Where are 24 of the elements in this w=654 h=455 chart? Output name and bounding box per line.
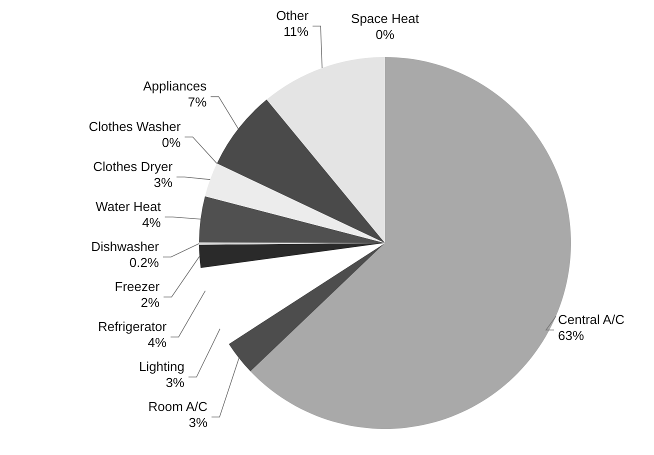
data-label: 7%	[188, 94, 208, 110]
slice-label: Refrigerator	[98, 319, 168, 334]
category-label: Clothes Washer	[88, 119, 181, 134]
data-label: 4%	[142, 215, 162, 230]
slice-label: Lighting	[138, 359, 185, 374]
slice-label: Appliances	[143, 78, 208, 94]
data-label: 3%	[188, 415, 208, 430]
category-label: Space Heat	[351, 11, 419, 26]
slice-label: Freezer	[114, 279, 160, 294]
data-label: 63%	[558, 328, 584, 343]
data-label: 3%	[166, 375, 185, 390]
data-label: 11%	[284, 24, 310, 40]
data-label: 0.2%	[129, 255, 160, 270]
slice-label: Water Heat	[96, 199, 162, 214]
slice-label: Room A/C	[148, 399, 208, 414]
slice-label: Clothes Dryer	[93, 159, 174, 174]
text: 0%	[376, 27, 394, 42]
data-label: 3%	[154, 175, 173, 190]
slice-label: Dishwasher	[91, 239, 160, 254]
data-label: 4%	[148, 335, 168, 350]
slice-label: Central A/C	[558, 312, 624, 327]
text: 0%	[162, 135, 181, 150]
data-label: 2%	[140, 295, 160, 310]
slice-label: Other	[276, 8, 310, 24]
